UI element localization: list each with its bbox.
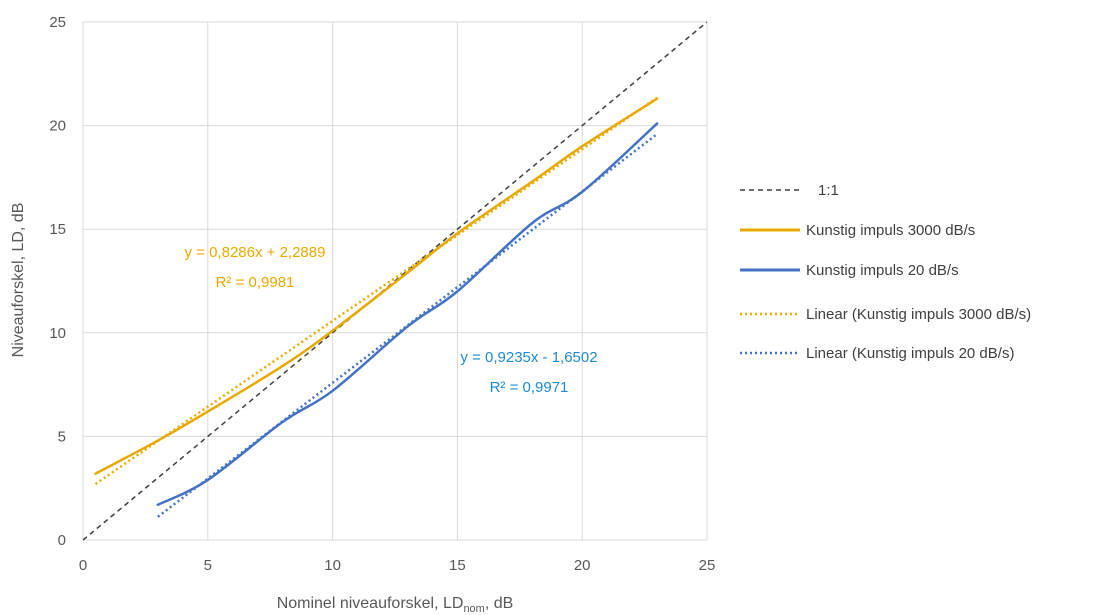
legend-label-1-1: 1:1 (818, 182, 839, 199)
series-3000-line (94, 97, 659, 475)
trend-r2-20: R² = 0,9971 (490, 379, 569, 396)
trend-equation-20: y = 0,9235x - 1,6502 (460, 349, 597, 366)
legend-entry-linear-20: Linear (Kunstig impuls 20 dB/s) (740, 345, 1014, 362)
legend-label-linear-3000: Linear (Kunstig impuls 3000 dB/s) (806, 306, 1031, 323)
series-20-line (156, 122, 659, 507)
series-layer (82, 21, 708, 541)
trend-equation-3000: y = 0,8286x + 2,2889 (185, 244, 326, 261)
legend-label-3000: Kunstig impuls 3000 dB/s (806, 222, 975, 239)
x-tick-label: 20 (574, 557, 591, 574)
x-tick-label: 10 (324, 557, 341, 574)
legend-entry-1-1: 1:1 (740, 182, 839, 199)
y-axis-title: Niveauforskel, LD, dB (10, 203, 27, 358)
x-tick-label: 0 (79, 557, 87, 574)
y-tick-label: 10 (49, 325, 66, 342)
x-tick-label: 5 (204, 557, 212, 574)
legend-entry-20: Kunstig impuls 20 dB/s (740, 262, 959, 279)
gridlines (82, 21, 708, 541)
legend-entry-linear-3000: Linear (Kunstig impuls 3000 dB/s) (740, 306, 1031, 323)
legend-label-20: Kunstig impuls 20 dB/s (806, 262, 959, 279)
x-axis-title: Nominel niveauforskel, LDnom, dB (277, 595, 514, 615)
y-tick-label: 0 (58, 532, 66, 549)
y-tick-label: 20 (49, 118, 66, 135)
y-tick-label: 5 (58, 428, 66, 445)
legend-entry-3000: Kunstig impuls 3000 dB/s (740, 222, 975, 239)
trend-r2-3000: R² = 0,9981 (216, 274, 295, 291)
legend: 1:1 Kunstig impuls 3000 dB/s Kunstig imp… (740, 182, 1031, 362)
x-tick-label: 25 (699, 557, 716, 574)
y-tick-label: 25 (49, 14, 66, 31)
y-tick-label: 15 (49, 221, 66, 238)
trendline-3000 (94, 96, 658, 486)
x-tick-label: 15 (449, 557, 466, 574)
legend-label-linear-20: Linear (Kunstig impuls 20 dB/s) (806, 345, 1014, 362)
axes: 0 5 10 15 20 25 0 5 10 15 20 25 (49, 14, 715, 574)
